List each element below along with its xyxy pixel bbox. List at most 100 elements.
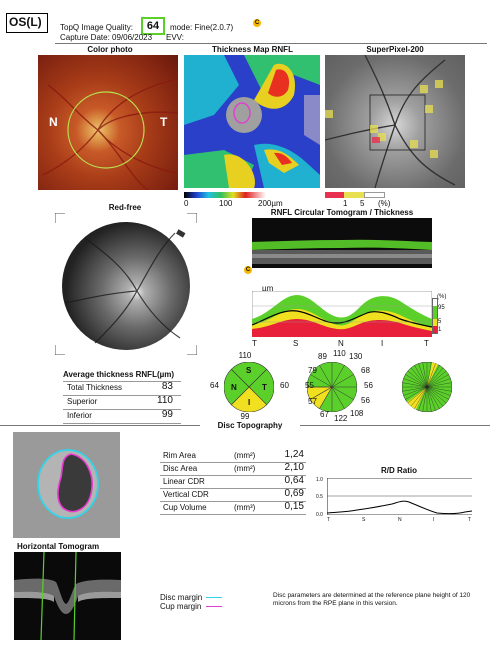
red-free-image [54,212,198,356]
thickness-scale-100: 100 [219,199,233,208]
rnfl-xtick-s: S [293,339,299,348]
disc-param-divider [160,462,306,463]
rnfl-thickness-chart [251,290,433,338]
rnfl-xtick-t2: T [424,339,429,348]
c-badge: C [253,19,261,27]
fine-sector-line [422,362,428,388]
clock-value: 110 [333,349,346,358]
disc-margin-swatch [206,597,222,598]
fine-sector-line [403,378,428,388]
footnote: Disc parameters are determined at the re… [273,592,471,607]
rd-xtick-t1: T [327,517,331,523]
fine-sector-line [405,386,428,400]
fine-sector-line [402,382,428,388]
disc-param-divider [160,475,306,476]
quality-label: TopQ Image Quality: [60,23,133,32]
rnfl-tomogram-title: RNFL Circular Tomogram / Thickness [270,208,414,217]
quality-value: 64 [141,17,165,35]
superpixel-colorbar [325,192,385,198]
rd-ratio-chart [326,478,473,515]
fine-sector-line [418,386,428,411]
quadrant-letter-i: I [248,398,251,407]
eye-label-box [6,13,48,33]
horizontal-tomogram-image [14,552,121,640]
fundus-vessels [42,79,178,190]
fine-sector-line [426,386,449,400]
avg-row-divider [63,409,181,410]
rnfl-tomogram-image [252,218,432,268]
rd-ratio-plot [326,478,473,515]
clock-value: 67 [320,410,329,419]
rnfl-legend-1: 1 [438,327,442,333]
fine-sector-line [426,367,444,388]
thickness-scale-200: 200µm [258,199,283,208]
rnfl-legend-5: 5 [438,319,442,325]
superpixel-scale-pct: (%) [378,199,391,208]
fine-sector-line [426,386,447,404]
fine-sector-line [410,367,428,388]
avg-thickness-title: Average thickness RNFL(µm) [63,370,175,379]
disc-param-label: Rim Area [163,451,196,460]
fine-sector-line [426,365,440,388]
fine-sector-line [426,374,449,388]
superpixel-title: SuperPixel-200 [366,45,424,54]
horizontal-tomogram [14,552,121,640]
fine-sector-line [426,386,452,392]
avg-row-value: 83 [161,381,173,392]
disc-param-divider [160,501,306,502]
rd-ytick-1: 1.0 [316,477,323,483]
clock-pie [306,361,358,413]
rd-ratio-title: R/D Ratio [381,466,417,475]
color-photo-title: Color photo [87,45,133,54]
disc-param-value: 0,69 [284,488,304,499]
fine-sector-line [426,378,451,388]
thickness-scale-0: 0 [184,199,189,208]
fine-sector-line [426,386,432,412]
disc-topo-right-line [300,425,490,426]
avg-row-value: 110 [157,395,173,406]
scan-mode: mode: Fine(2.0.7) [170,23,234,32]
fine-sector-lines [402,362,452,412]
disc-topography-image [13,432,120,538]
thickness-map-title: Thickness Map RNFL [212,45,293,54]
clock-value: 122 [334,414,348,423]
avg-row-divider [63,423,181,424]
fine-sector-line [426,370,447,388]
fine-sector-line [426,363,436,388]
rd-xtick-t2: T [468,517,472,523]
clock-value: 56 [364,381,373,390]
fine-sector-line [402,386,428,392]
rnfl-legend-bar [432,298,438,334]
quadrant-chart [223,361,275,413]
clock-value: 56 [361,396,370,405]
disc-topography-title: Disc Topography [217,421,283,430]
superpixel-overlay [325,55,456,188]
disc-param-label: Vertical CDR [163,490,209,499]
clock-value: 79 [308,366,317,375]
disc-topo-left-line [0,425,200,426]
superpixel-image [325,55,465,188]
disc-param-label: Cup Volume [163,503,207,512]
clock-value: 108 [350,409,364,418]
superpixel-scale-5: 5 [360,199,365,208]
rd-xtick-s: S [362,517,366,523]
fine-sector-line [426,386,436,411]
clock-chart [306,361,358,413]
rnfl-thickness-plot [251,290,433,338]
thickness-map [184,55,320,188]
fine-sector-line [426,386,451,396]
fine-sector-line [405,374,428,388]
thickness-map-image [184,55,320,188]
quadrant-top-value: 110 [238,351,252,360]
disc-param-value: 1,24 [284,449,304,460]
quadrant-letter-s: S [246,366,252,375]
cup-margin-swatch [206,606,222,607]
clock-value: 55 [305,381,314,390]
avg-row-label: Total Thickness [67,383,122,392]
disc-param-value: 2,10 [284,462,304,473]
fine-sector-line [426,386,440,409]
fine-sector-line [422,386,428,412]
rnfl-xtick-t1: T [252,339,257,348]
quadrant-right-value: 60 [280,381,289,390]
fine-sector-line [414,365,428,388]
